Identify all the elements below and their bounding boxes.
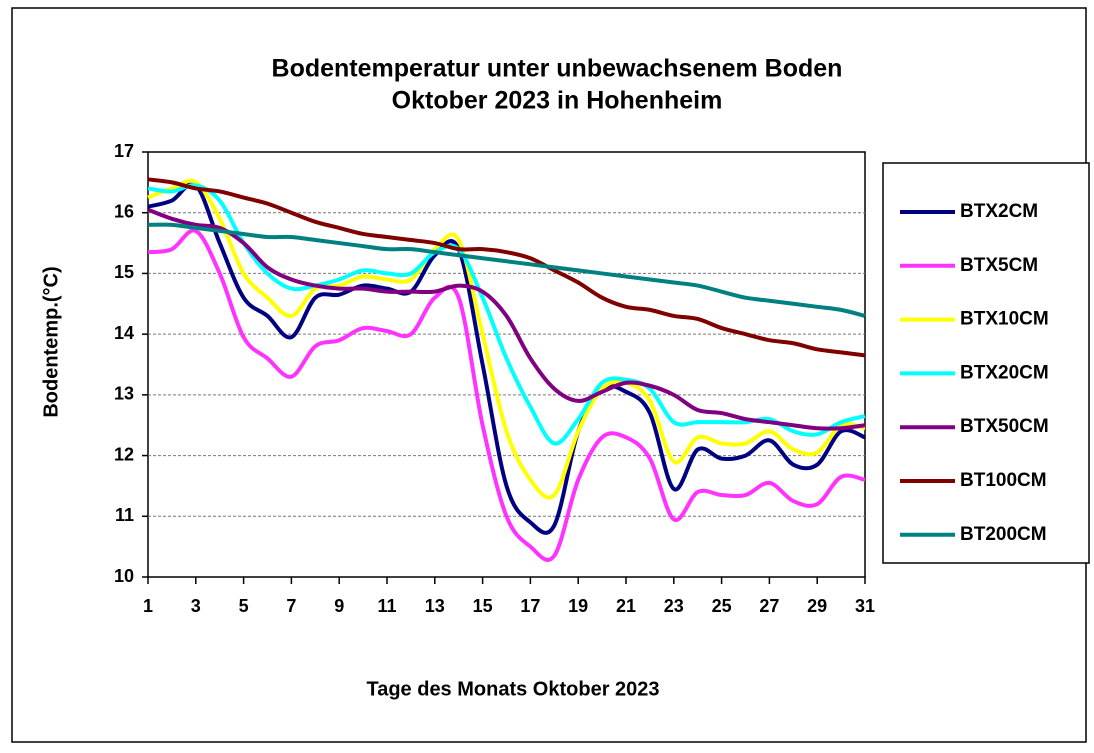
x-tick-label: 17	[520, 596, 540, 616]
y-tick-label: 16	[114, 201, 134, 221]
legend-label: BTX10CM	[960, 309, 1049, 330]
plot-area	[147, 151, 866, 578]
legend	[882, 162, 1090, 564]
x-tick-label: 23	[664, 596, 684, 616]
x-tick-label: 13	[425, 596, 445, 616]
series-line	[147, 222, 866, 318]
x-tick-label: 31	[855, 596, 875, 616]
series-line	[147, 181, 866, 535]
x-tick-label: 19	[568, 596, 588, 616]
y-tick-label: 17	[114, 141, 134, 161]
y-tick-label: 12	[114, 444, 134, 464]
x-tick-label: 15	[473, 596, 493, 616]
chart-title: Oktober 2023 in Hohenheim	[392, 87, 723, 115]
series-line	[147, 177, 866, 358]
y-tick-label: 11	[115, 505, 134, 525]
legend-label: BT200CM	[960, 524, 1047, 545]
series-line	[147, 183, 866, 446]
series-line	[147, 207, 866, 431]
x-tick-label: 5	[239, 596, 249, 616]
x-tick-label: 11	[377, 596, 396, 616]
x-tick-label: 21	[616, 596, 636, 616]
x-tick-label: 7	[286, 596, 296, 616]
x-tick-label: 29	[807, 596, 827, 616]
legend-label: BTX20CM	[960, 362, 1049, 383]
x-axis-label: Tage des Monats Oktober 2023	[366, 678, 659, 700]
series-line	[147, 228, 866, 562]
x-tick-label: 3	[191, 596, 201, 616]
x-tick-label: 1	[143, 596, 153, 616]
legend-label: BTX5CM	[960, 255, 1038, 276]
y-tick-label: 14	[114, 323, 134, 343]
chart-title: Bodentemperatur unter unbewachsenem Bode…	[272, 55, 843, 83]
legend-label: BTX50CM	[960, 416, 1049, 437]
y-tick-label: 13	[114, 384, 134, 404]
legend-label: BT100CM	[960, 470, 1047, 491]
x-tick-label: 25	[712, 596, 732, 616]
legend-label: BTX2CM	[960, 201, 1038, 222]
y-tick-label: 10	[114, 566, 134, 586]
y-axis-label: Bodentemp.(°C)	[40, 266, 62, 417]
x-tick-label: 27	[759, 596, 779, 616]
series-line	[147, 178, 866, 500]
x-tick-label: 9	[334, 596, 344, 616]
y-tick-label: 15	[114, 262, 134, 282]
